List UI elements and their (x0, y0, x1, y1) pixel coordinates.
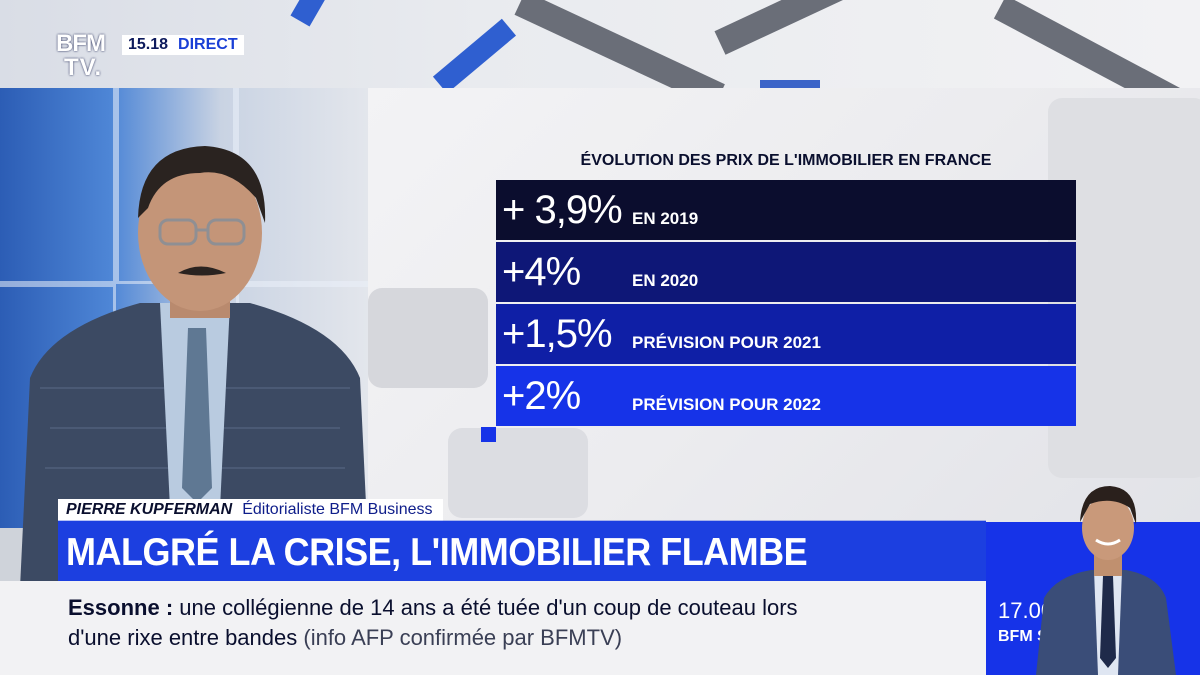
ticker-separator: : (165, 595, 174, 620)
bfmtv-logo: BFM TV. (56, 30, 106, 81)
ticker-source: (info AFP confirmée par BFMTV) (303, 625, 623, 650)
next-show-panel: 17.00 BFM STORY (986, 522, 1200, 675)
ticker-keyword: Essonne (68, 595, 160, 620)
news-ticker: Essonne : une collégienne de 14 ans a ét… (0, 581, 986, 675)
price-value: + 3,9% (502, 187, 623, 232)
price-row-2019: + 3,9% EN 2019 (496, 180, 1076, 240)
price-value: +1,5% (502, 311, 613, 356)
price-row-2020: +4% EN 2020 (496, 242, 1076, 302)
price-row-2021: +1,5% PRÉVISION POUR 2021 (496, 304, 1076, 364)
price-value: +4% (502, 249, 581, 294)
price-value: +2% (502, 373, 581, 418)
next-show-time: 17.00 (998, 598, 1054, 623)
price-label: EN 2019 (632, 209, 699, 228)
live-clock: 15.18 DIRECT (122, 35, 282, 55)
guest-name: PIERRE KUPFERMAN (66, 501, 233, 518)
price-label: PRÉVISION POUR 2022 (632, 395, 821, 414)
ticker-text-line1: une collégienne de 14 ans a été tuée d'u… (179, 595, 798, 620)
price-label: PRÉVISION POUR 2021 (632, 333, 821, 352)
decorative-square (481, 427, 496, 442)
guest-name-bar: PIERRE KUPFERMAN Éditorialiste BFM Busin… (58, 499, 443, 521)
guest-role: Éditorialiste BFM Business (242, 501, 433, 518)
next-show-name: BFM STORY (998, 628, 1092, 645)
price-row-2022: +2% PRÉVISION POUR 2022 (496, 366, 1076, 426)
price-label: EN 2020 (632, 271, 699, 290)
infographic-title: ÉVOLUTION DES PRIX DE L'IMMOBILIER EN FR… (580, 152, 992, 169)
clock-time: 15.18 (122, 35, 175, 55)
ticker-text-line2: d'une rixe entre bandes (68, 625, 298, 650)
price-evolution-table: + 3,9% EN 2019 +4% EN 2020 +1,5% PRÉVISI… (496, 180, 1076, 428)
live-badge: DIRECT (174, 35, 244, 55)
headline-banner: MALGRÉ LA CRISE, L'IMMOBILIER FLAMBE (58, 520, 986, 584)
